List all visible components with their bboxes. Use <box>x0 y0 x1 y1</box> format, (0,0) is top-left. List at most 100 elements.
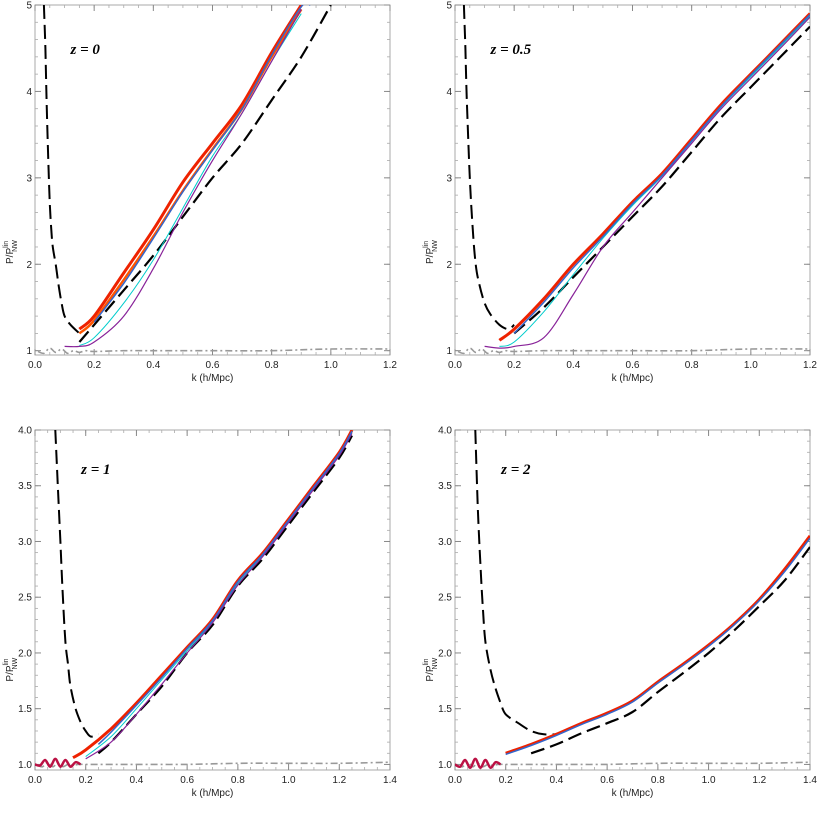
series-group <box>457 5 810 355</box>
series-line-tree-level <box>474 430 557 736</box>
y-tick-label: 4 <box>26 87 32 98</box>
x-axis-label: k (h/Mpc) <box>612 373 654 384</box>
series-line-blue-orange <box>513 13 810 334</box>
y-tick-label: 1 <box>446 346 452 357</box>
x-tick-label: 0.4 <box>549 775 563 786</box>
series-line-cyan <box>499 15 810 347</box>
y-tick-label: 5 <box>446 1 452 12</box>
panel-bottom-left: 0.0 0.2 0.4 0.6 0.8 1.0 1.2 1.4 1.0 1.5 2.0 2.5 3.0 3… <box>3 426 397 800</box>
y-axis-label-sub: NW <box>432 240 439 252</box>
x-tick-label: 0.0 <box>28 360 42 371</box>
y-axis-label-sub: NW <box>432 657 439 669</box>
series-line-red-band-1 <box>78 5 303 331</box>
series-line-purple <box>85 433 353 760</box>
x-tick-label: 0.4 <box>129 775 143 786</box>
series-line-one-loop <box>530 546 810 755</box>
y-tick-label: 4.0 <box>438 426 452 437</box>
x-tick-label: 0.2 <box>87 360 101 371</box>
series-line-blue-orange <box>93 5 311 323</box>
series-line-one-loop <box>78 5 332 343</box>
series-line-linear <box>457 347 810 355</box>
y-tick-label: 4.0 <box>18 426 32 437</box>
series-line-crimson <box>35 757 82 768</box>
series-line-blue-orange <box>505 537 810 756</box>
x-tick-label: 0.6 <box>626 360 640 371</box>
y-axis-label-sup: lin <box>3 241 10 248</box>
x-tick-label: 0.2 <box>507 360 521 371</box>
x-tick-label: 0.2 <box>79 775 93 786</box>
y-tick-label: 1 <box>26 346 32 357</box>
x-tick-label: 1.0 <box>324 360 338 371</box>
panel-top-right: 0.0 0.2 0.4 0.6 0.8 1.0 1.2 1 2 3 4 5 k (h/Mpc) P/Pli… <box>423 1 817 385</box>
x-tick-label: 0.6 <box>206 360 220 371</box>
y-axis-label-main: P/P <box>5 248 16 264</box>
series-group <box>35 430 390 768</box>
x-tick-label: 0.8 <box>651 775 665 786</box>
y-axis-label-sup: lin <box>3 658 10 665</box>
x-tick-label: 1.0 <box>702 775 716 786</box>
x-axis-label: k (h/Mpc) <box>612 788 654 799</box>
y-tick-label: 1.0 <box>438 760 452 771</box>
y-axis-label-sup: lin <box>423 241 430 248</box>
y-tick-label: 3.5 <box>438 481 452 492</box>
x-tick-label: 1.2 <box>752 775 766 786</box>
x-tick-label: 0.0 <box>448 775 462 786</box>
x-tick-label: 0.4 <box>146 360 160 371</box>
y-tick-label: 4 <box>446 87 452 98</box>
series-line-one-loop <box>513 25 810 335</box>
y-tick-label: 3 <box>26 173 32 184</box>
x-tick-label: 0.4 <box>566 360 580 371</box>
redshift-annotation: z = 2 <box>500 462 531 478</box>
redshift-annotation: z = 0 <box>70 42 101 58</box>
y-axis-label-sub: NW <box>12 657 19 669</box>
y-axis-label: P/Plin NW <box>423 657 439 681</box>
y-axis-label: P/Plin NW <box>3 657 19 681</box>
series-line-tree-level <box>462 5 515 331</box>
series-line-blue-orange <box>97 430 353 745</box>
y-tick-label: 2.5 <box>18 593 32 604</box>
y-tick-label: 3.5 <box>18 481 32 492</box>
y-axis-label-sub: NW <box>12 240 19 252</box>
series-line-tree-level <box>54 430 99 738</box>
y-tick-label: 2 <box>26 260 32 271</box>
series-line-tree-level <box>42 5 81 335</box>
series-line-linear <box>37 347 390 355</box>
x-tick-label: 0.0 <box>28 775 42 786</box>
x-tick-label: 1.2 <box>383 360 397 371</box>
y-axis-label-sup: lin <box>423 658 430 665</box>
y-axis-label-main: P/P <box>425 248 436 264</box>
plot-frame <box>34 429 391 771</box>
y-tick-label: 3.0 <box>18 537 32 548</box>
y-tick-label: 5 <box>26 1 32 12</box>
x-tick-label: 0.2 <box>499 775 513 786</box>
x-tick-label: 0.8 <box>231 775 245 786</box>
y-tick-label: 1.5 <box>438 704 452 715</box>
series-line-purple <box>484 16 810 349</box>
x-tick-label: 0.6 <box>180 775 194 786</box>
series-line-linear <box>37 761 390 768</box>
y-axis-label-main: P/P <box>5 665 16 681</box>
series-line-crimson <box>455 757 502 770</box>
panel-top-left: 0.0 0.2 0.4 0.6 0.8 1.0 1.2 1 2 3 4 5 k (h/Mpc) P/Pli… <box>3 1 397 385</box>
series-line-cyan <box>85 431 353 757</box>
series-line-red-band-1 <box>72 430 354 759</box>
series-group <box>455 430 810 770</box>
x-tick-label: 1.4 <box>803 775 817 786</box>
y-tick-label: 3.0 <box>438 537 452 548</box>
series-line-linear <box>457 761 810 768</box>
x-tick-label: 0.8 <box>265 360 279 371</box>
y-tick-label: 2.0 <box>438 648 452 659</box>
x-tick-label: 1.2 <box>803 360 817 371</box>
redshift-annotation: z = 1 <box>80 462 110 478</box>
panel-bottom-right: 0.0 0.2 0.4 0.6 0.8 1.0 1.2 1.4 1.0 1.5 2.0 2.5 3.0 3… <box>423 426 817 800</box>
y-tick-label: 2 <box>446 260 452 271</box>
x-tick-label: 1.4 <box>383 775 397 786</box>
y-tick-label: 2.0 <box>18 648 32 659</box>
x-tick-label: 0.8 <box>685 360 699 371</box>
y-tick-label: 3 <box>446 173 452 184</box>
y-tick-label: 2.5 <box>438 593 452 604</box>
y-axis-label: P/Plin NW <box>3 240 19 264</box>
series-line-red-band-1 <box>505 535 810 755</box>
y-axis-label: P/Plin NW <box>423 240 439 264</box>
